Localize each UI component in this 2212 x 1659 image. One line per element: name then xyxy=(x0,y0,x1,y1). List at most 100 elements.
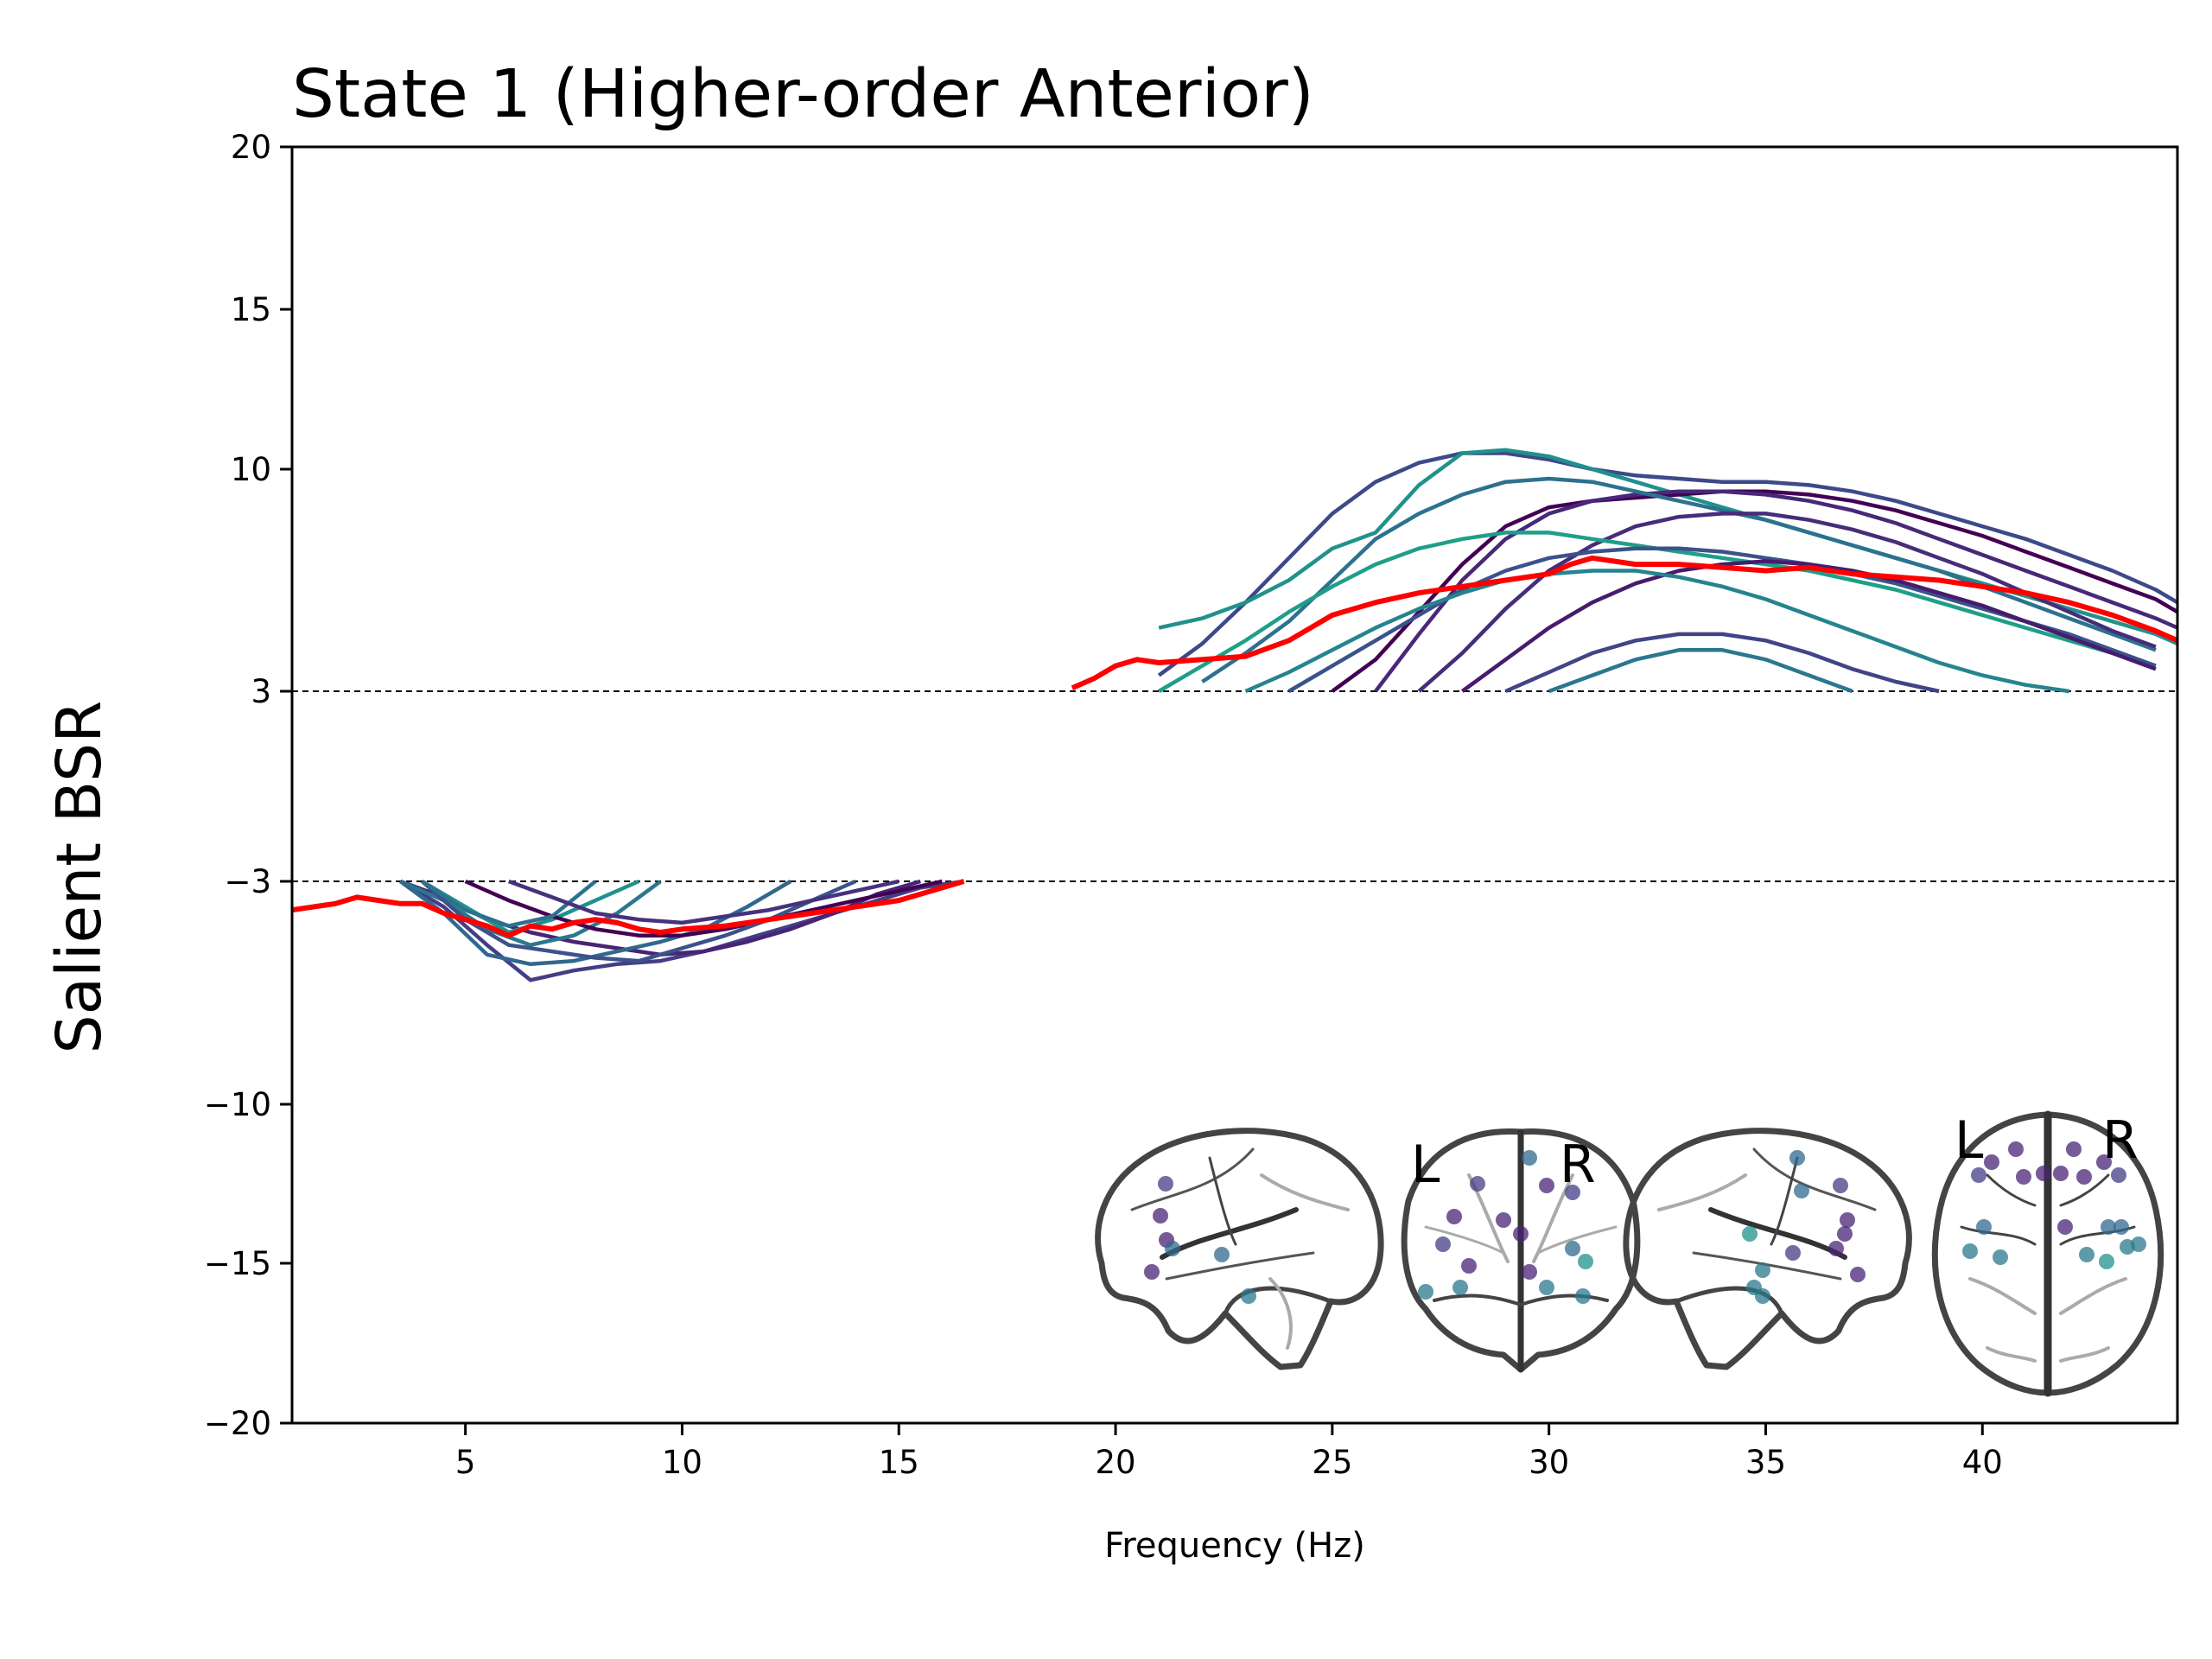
brain-node xyxy=(2099,1254,2114,1269)
y-tick-label: −3 xyxy=(224,863,271,900)
brain-node xyxy=(1976,1219,1992,1235)
series-line xyxy=(1331,489,2177,693)
brain-node xyxy=(2096,1154,2112,1170)
y-tick-label: 10 xyxy=(231,451,271,488)
brain-node xyxy=(1418,1284,1433,1300)
brain-node xyxy=(2101,1219,2116,1235)
series-line xyxy=(421,880,597,928)
brain-node xyxy=(1158,1176,1173,1192)
brain-node xyxy=(1850,1267,1866,1282)
series-line xyxy=(1244,569,2069,694)
x-axis-ticks: 5 10 15 20 25 30 35 40 xyxy=(455,1423,2003,1481)
y-tick-label: −20 xyxy=(204,1405,271,1442)
brain-node xyxy=(1755,1288,1770,1304)
y-axis-label: Salient BSR xyxy=(43,701,115,1054)
x-tick-label: 15 xyxy=(879,1444,919,1481)
brain-node xyxy=(2076,1169,2092,1185)
brain-node xyxy=(2008,1141,2024,1157)
brain-node xyxy=(2016,1169,2031,1185)
brain-node xyxy=(1565,1185,1580,1200)
brain-view-axial: L R xyxy=(1931,1110,2164,1397)
brain-node xyxy=(1789,1150,1805,1166)
brain-node xyxy=(2079,1247,2094,1262)
y-tick-label: −15 xyxy=(204,1245,271,1282)
x-axis-label: Frequency (Hz) xyxy=(1104,1526,1365,1566)
series-line xyxy=(1157,451,2177,677)
brain-node xyxy=(2131,1236,2146,1252)
brain-node xyxy=(1578,1254,1593,1269)
brain-node xyxy=(1214,1247,1230,1262)
brain-node xyxy=(1837,1226,1853,1242)
threshold-lines xyxy=(292,690,2177,882)
series-line xyxy=(1201,476,2157,683)
x-tick-label: 40 xyxy=(1962,1444,2003,1481)
plot-frame xyxy=(290,145,2179,1425)
brain-node xyxy=(1575,1288,1591,1304)
brain-node xyxy=(1755,1262,1770,1278)
brain-node xyxy=(1794,1183,1809,1198)
brain-node xyxy=(1785,1245,1801,1261)
brain-node xyxy=(1539,1178,1554,1193)
axial-right-label: R xyxy=(2102,1110,2139,1171)
y-axis-ticks: −20 −15 −10 −3 3 10 15 20 xyxy=(204,129,292,1442)
brain-node xyxy=(1144,1264,1160,1280)
brain-node xyxy=(1971,1167,1986,1183)
brain-node xyxy=(2066,1141,2082,1157)
brain-node xyxy=(1470,1176,1485,1192)
brain-node xyxy=(2057,1219,2073,1235)
coronal-right-label: R xyxy=(1560,1135,1596,1195)
series-line xyxy=(1548,648,1853,694)
brain-node xyxy=(1241,1288,1256,1304)
x-tick-label: 10 xyxy=(662,1444,702,1481)
brain-view-sagittal-right xyxy=(1623,1128,1912,1370)
series-line xyxy=(1417,512,2157,693)
brain-node xyxy=(1565,1241,1580,1256)
series-line xyxy=(421,879,857,963)
brain-node xyxy=(2053,1166,2069,1181)
mean-series-line xyxy=(1071,555,2177,691)
brain-node xyxy=(1153,1208,1168,1224)
coronal-left-label: L xyxy=(1411,1135,1440,1195)
brain-node xyxy=(1435,1236,1451,1252)
series-line xyxy=(1460,559,2157,693)
brain-node xyxy=(2036,1166,2051,1181)
brain-node xyxy=(1513,1226,1529,1242)
x-tick-label: 30 xyxy=(1529,1444,1569,1481)
x-tick-label: 25 xyxy=(1312,1444,1352,1481)
y-tick-label: 20 xyxy=(231,129,271,166)
brain-inset: L R xyxy=(1095,1110,2164,1397)
x-tick-label: 35 xyxy=(1745,1444,1786,1481)
axial-left-label: L xyxy=(1955,1110,1984,1171)
y-tick-label: 3 xyxy=(251,673,271,710)
brain-view-coronal: L R xyxy=(1401,1128,1641,1373)
brain-node xyxy=(1742,1226,1758,1242)
brain-node xyxy=(2111,1167,2126,1183)
y-tick-label: 15 xyxy=(231,291,271,328)
brain-node xyxy=(1496,1212,1511,1228)
y-tick-label: −10 xyxy=(204,1086,271,1123)
brain-node xyxy=(1461,1258,1477,1274)
brain-view-sagittal-left xyxy=(1095,1128,1384,1370)
series-line xyxy=(1158,531,2157,693)
x-tick-label: 20 xyxy=(1096,1444,1136,1481)
series-line xyxy=(1504,632,1940,694)
brain-node xyxy=(1840,1212,1855,1228)
brain-node xyxy=(1446,1209,1462,1224)
brain-node xyxy=(1522,1264,1537,1280)
brain-node xyxy=(1539,1280,1554,1295)
chart-title: State 1 (Higher-order Anterior) xyxy=(292,56,1314,133)
mean-series-line xyxy=(292,879,965,938)
brain-node xyxy=(1452,1280,1468,1295)
brain-node xyxy=(1984,1154,1999,1170)
brain-node xyxy=(1962,1243,1978,1259)
series-line xyxy=(508,879,899,925)
series-line xyxy=(1374,489,2177,693)
brain-node xyxy=(1833,1178,1848,1193)
brain-node xyxy=(2113,1219,2129,1235)
brain-node xyxy=(1165,1241,1180,1256)
brain-node xyxy=(1522,1150,1537,1166)
brain-node xyxy=(1993,1249,2008,1265)
x-tick-label: 5 xyxy=(455,1444,476,1481)
brain-node xyxy=(1828,1241,1844,1256)
